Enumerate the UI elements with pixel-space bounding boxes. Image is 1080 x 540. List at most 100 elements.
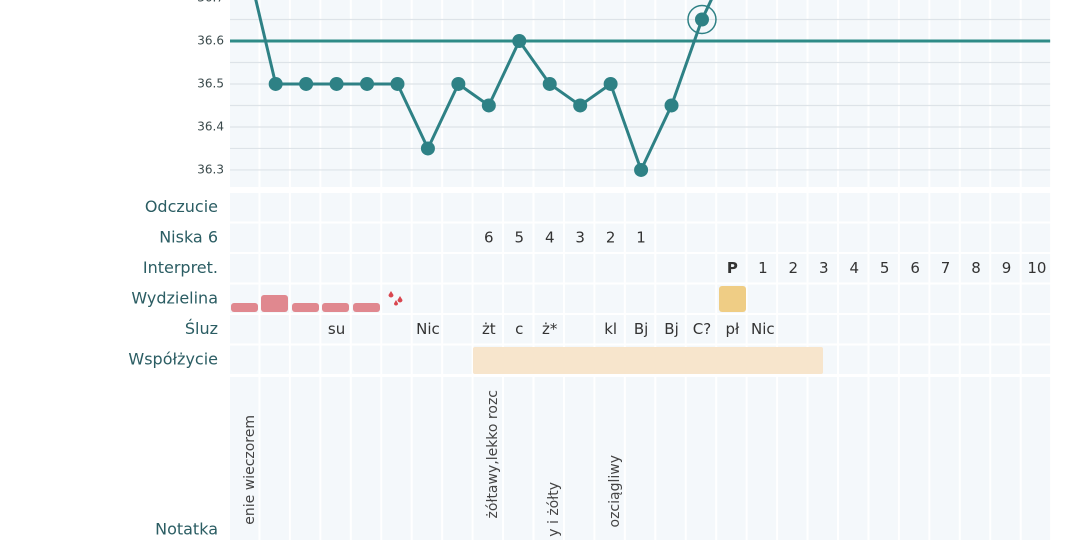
grid-cell: [717, 254, 746, 283]
grid-cell: [899, 0, 929, 187]
grid-cell: [260, 377, 289, 540]
grid-cell: [808, 193, 837, 222]
grid-cell: [960, 0, 990, 187]
grid-cell: [991, 254, 1020, 283]
cell-text: 9: [1002, 259, 1012, 277]
note-text: y i żółty: [546, 482, 562, 537]
grid-cell: [595, 284, 624, 313]
temperature-point: [542, 76, 557, 91]
temperature-point: [512, 33, 527, 48]
cell-text: 6: [484, 228, 494, 246]
grid-cell: [534, 254, 563, 283]
highlight-ring: [687, 4, 717, 35]
note-text: enie wieczorem: [242, 415, 258, 525]
grid-cell: [991, 193, 1020, 222]
grid-cell: [534, 315, 563, 344]
bleeding-light: [322, 303, 349, 312]
grid-cell: [260, 254, 289, 283]
grid-cell: [747, 223, 777, 252]
grid-cell: [625, 377, 655, 540]
grid-cell: [564, 315, 594, 344]
grid-cell: [1021, 254, 1051, 283]
grid-cell: [808, 315, 837, 344]
grid-cell: [412, 193, 442, 222]
grid-cell: [382, 284, 411, 313]
grid-cell: [443, 315, 472, 344]
cell-text: 3: [575, 228, 585, 246]
grid-cell: [991, 345, 1020, 374]
grid-cell: [808, 0, 837, 187]
grid-cell: [230, 377, 259, 540]
grid-cell: [839, 254, 868, 283]
grid-cell: [504, 254, 533, 283]
grid-cell: [899, 377, 929, 540]
grid-cell: [443, 377, 472, 540]
cell-text: 3: [819, 259, 829, 277]
grid-cell: [930, 193, 959, 222]
grid-cell: [625, 315, 655, 344]
grid-cell: [351, 315, 381, 344]
grid-cell: [290, 223, 320, 252]
temperature-point: [603, 76, 618, 91]
grid-cell: [230, 254, 259, 283]
grid-cell: [991, 377, 1020, 540]
grid-cell: [230, 193, 259, 222]
row-label: Odczucie: [145, 197, 218, 216]
grid-cell: [382, 315, 411, 344]
grid-cell: [930, 223, 959, 252]
cell-text: 4: [849, 259, 859, 277]
grid-cell: [869, 0, 898, 187]
grid-cell: [747, 193, 777, 222]
grid-cell: [382, 377, 411, 540]
grid-cell: [351, 223, 381, 252]
note-text: ozciągliwy: [607, 455, 623, 527]
grid-cell: [321, 254, 350, 283]
bleeding-light: [292, 303, 319, 312]
grid-cell: [839, 284, 868, 313]
y-tick-label: 36.3: [197, 162, 224, 176]
cell-text: 6: [910, 259, 920, 277]
grid-cell: [230, 0, 259, 187]
grid-cell: [260, 193, 289, 222]
temperature-point: [329, 76, 344, 91]
grid-cell: [382, 223, 411, 252]
grid-cell: [290, 345, 320, 374]
grid-cell: [686, 223, 716, 252]
grid-cell: [1021, 377, 1051, 540]
cell-text: 10: [1027, 259, 1046, 277]
grid-cell: [443, 345, 472, 374]
spotting-icon: [388, 291, 403, 306]
grid-cell: [656, 254, 685, 283]
cell-text: 4: [545, 228, 555, 246]
grid-cell: [717, 315, 746, 344]
temperature-point: [360, 76, 375, 91]
grid-cell: [534, 193, 563, 222]
grid-cell: [443, 0, 472, 187]
temperature-point: [268, 76, 283, 91]
grid-cell: [260, 315, 289, 344]
grid-cell: [382, 254, 411, 283]
grid-cell: [443, 254, 472, 283]
cell-text: 2: [789, 259, 799, 277]
grid-cell: [656, 284, 685, 313]
bleeding-light: [231, 303, 258, 312]
row-label: Interpret.: [143, 258, 218, 277]
grid-cell: [808, 254, 837, 283]
grid-cell: [473, 377, 503, 540]
discharge-yellow: [719, 286, 746, 312]
grid-cell: [412, 315, 442, 344]
grid-cell: [839, 315, 868, 344]
grid-cell: [778, 377, 807, 540]
grid-cell: [595, 0, 624, 187]
temperature-point: [299, 76, 314, 91]
grid-cell: [747, 254, 777, 283]
grid-cell: [260, 345, 289, 374]
grid-cell: [595, 315, 624, 344]
cell-text: 1: [636, 228, 646, 246]
cell-text: kl: [604, 320, 617, 338]
grid-cell: [564, 223, 594, 252]
grid-cell: [747, 377, 777, 540]
grid-cell: [351, 0, 381, 187]
grid-cell: [1021, 193, 1051, 222]
grid-cell: [473, 254, 503, 283]
